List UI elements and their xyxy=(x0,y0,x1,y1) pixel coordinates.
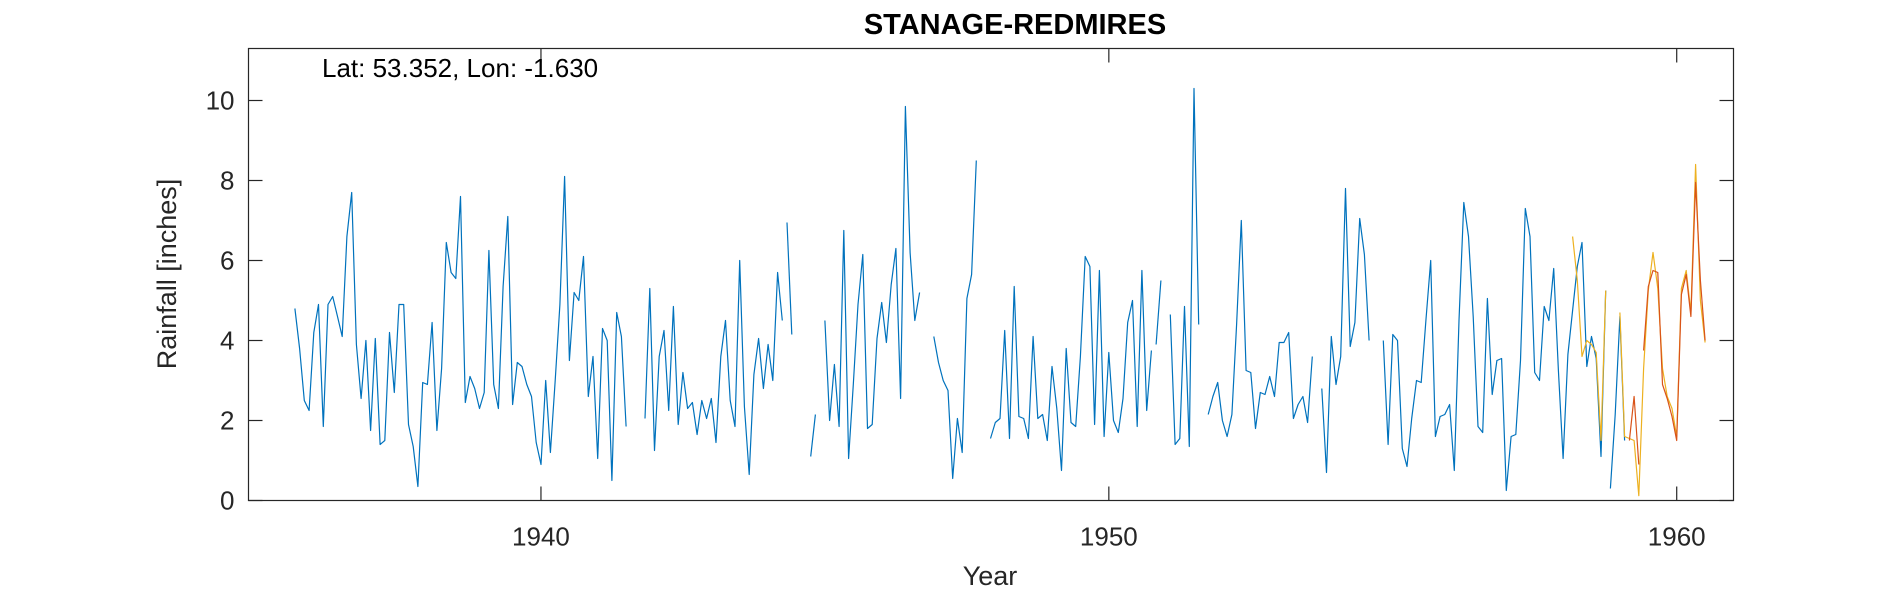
y-tick-label: 0 xyxy=(220,486,234,516)
axes-box xyxy=(247,47,1735,502)
series-0-segment-5 xyxy=(933,160,977,480)
y-tick-label: 6 xyxy=(220,246,234,276)
series-0-segment-1 xyxy=(644,259,783,476)
y-tick-label: 10 xyxy=(206,86,235,116)
series-1-segment-0 xyxy=(1572,236,1607,442)
y-axis-label: Rainfall [inches] xyxy=(152,179,182,370)
x-axis-label: Year xyxy=(963,561,1018,591)
x-tick-label: 1960 xyxy=(1648,522,1706,552)
series-0-segment-4 xyxy=(824,105,921,460)
series-2-segment-1 xyxy=(1643,181,1706,442)
series-0-segment-3 xyxy=(810,414,816,457)
series-layer xyxy=(294,87,1706,497)
chart-title: STANAGE-REDMIRES xyxy=(864,9,1166,41)
y-tick-label: 2 xyxy=(220,406,234,436)
series-0-segment-2 xyxy=(786,222,793,335)
series-0-segment-6 xyxy=(989,255,1152,472)
series-0-segment-9 xyxy=(1207,187,1370,474)
series-0-segment-8 xyxy=(1169,87,1200,448)
series-0-segment-10 xyxy=(1382,201,1607,492)
series-0-segment-7 xyxy=(1155,280,1162,345)
series-0-segment-0 xyxy=(294,175,627,488)
x-tick-label: 1950 xyxy=(1080,522,1138,552)
y-tick-label: 8 xyxy=(220,166,234,196)
x-tick-label: 1940 xyxy=(512,522,570,552)
tick-layer: 0 2 4 6 8 10 1940 1950 1960 xyxy=(206,48,1734,552)
location-annotation: Lat: 53.352, Lon: -1.630 xyxy=(322,53,598,83)
series-2-segment-0 xyxy=(1628,395,1640,465)
y-tick-label: 4 xyxy=(220,326,234,356)
plot-area: 0 2 4 6 8 10 1940 1950 1960 xyxy=(206,47,1735,552)
